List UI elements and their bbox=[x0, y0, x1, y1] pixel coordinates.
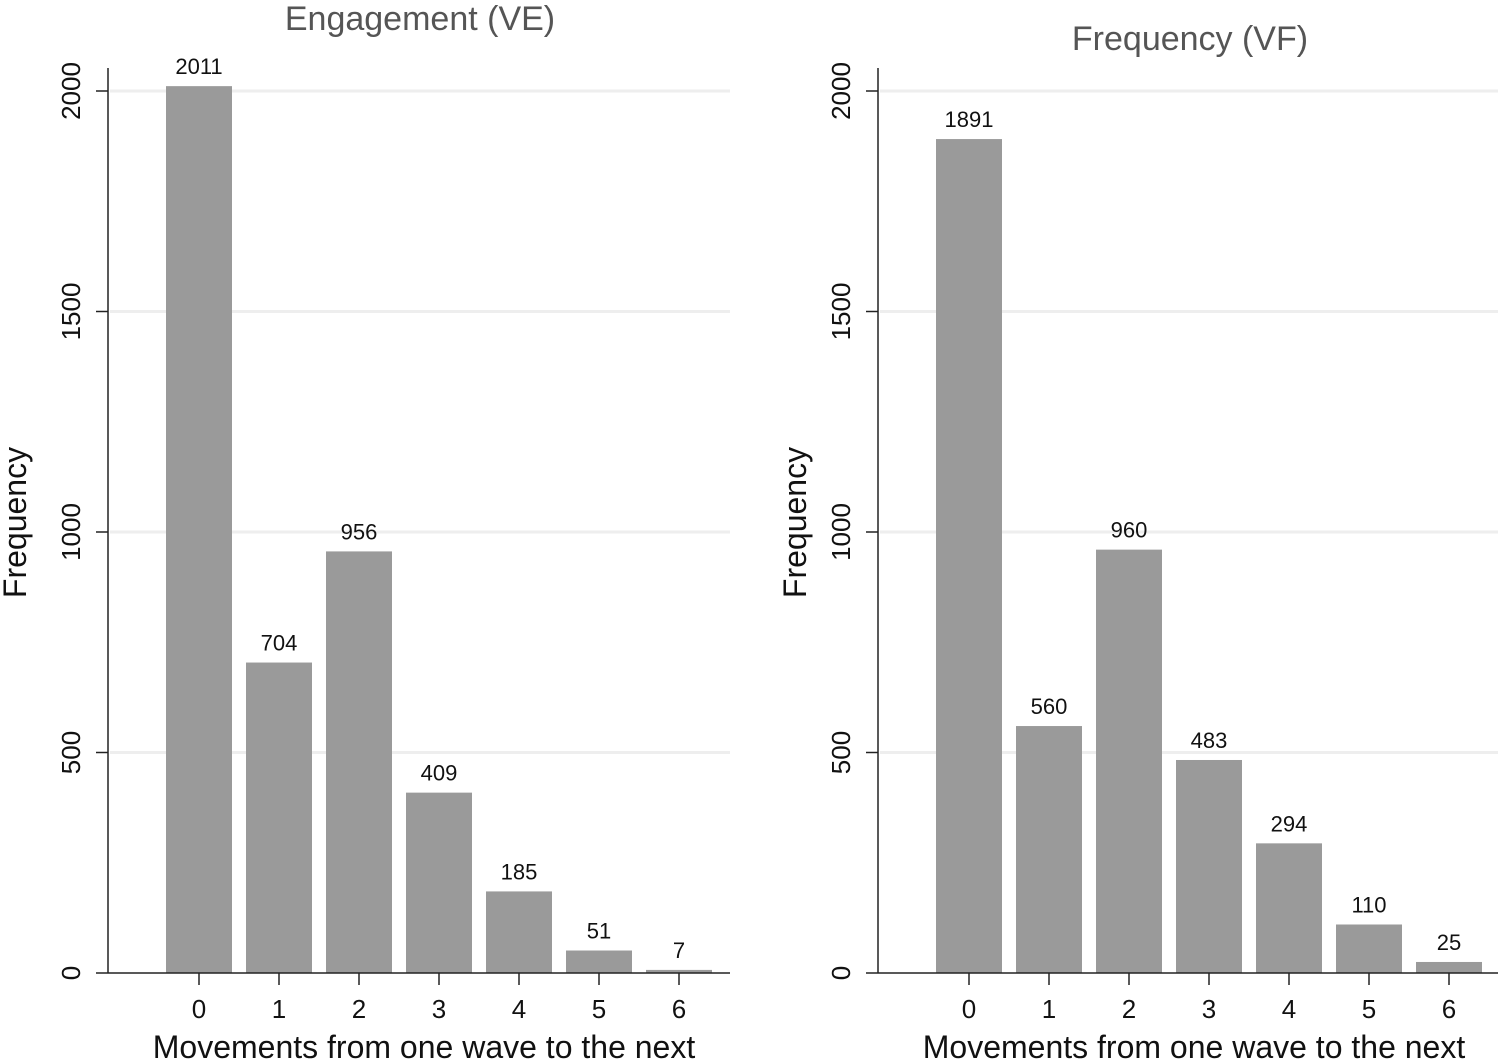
y-tick-label-1000: 1000 bbox=[56, 503, 86, 561]
bar-5 bbox=[566, 950, 632, 973]
data-label-5: 51 bbox=[587, 919, 611, 944]
data-label-0: 2011 bbox=[175, 54, 222, 79]
x-tick-label-4: 4 bbox=[512, 994, 526, 1024]
x-tick-label-6: 6 bbox=[672, 994, 686, 1024]
data-label-6: 25 bbox=[1437, 930, 1461, 955]
bar-1 bbox=[1016, 726, 1082, 973]
bar-2 bbox=[326, 551, 392, 973]
bar-3 bbox=[406, 792, 472, 973]
panel-engagement: 2011 704 956 409 185 51 7 0 500 1000 1500 2000 0 1 2 3 4… bbox=[0, 0, 730, 1064]
bar-0 bbox=[166, 86, 232, 974]
y-tick-label-1500: 1500 bbox=[56, 283, 86, 341]
y-tick-label-500: 500 bbox=[826, 731, 856, 774]
x-tick-label-4: 4 bbox=[1282, 994, 1296, 1024]
x-tick-label-2: 2 bbox=[1122, 994, 1136, 1024]
bar-5 bbox=[1336, 924, 1402, 973]
x-axis-label: Movements from one wave to the next bbox=[153, 1029, 696, 1064]
chart-title: Engagement (VE) bbox=[285, 0, 555, 38]
bar-4 bbox=[1256, 843, 1322, 973]
data-label-1: 704 bbox=[261, 631, 298, 656]
y-tick-label-0: 0 bbox=[56, 966, 86, 980]
y-tick-label-2000: 2000 bbox=[826, 62, 856, 120]
data-label-4: 294 bbox=[1271, 811, 1308, 836]
x-tick-label-3: 3 bbox=[1202, 994, 1216, 1024]
x-tick-label-3: 3 bbox=[432, 994, 446, 1024]
y-tick-label-0: 0 bbox=[826, 966, 856, 980]
bar-6 bbox=[1416, 961, 1482, 973]
data-label-2: 960 bbox=[1111, 518, 1148, 543]
bar-2 bbox=[1096, 549, 1162, 973]
y-axis-label: Frequency bbox=[777, 447, 813, 598]
data-label-2: 956 bbox=[341, 519, 378, 544]
x-axis-label: Movements from one wave to the next bbox=[923, 1029, 1466, 1064]
bar-4 bbox=[486, 891, 552, 973]
bar-0 bbox=[936, 139, 1002, 974]
chart-title: Frequency (VF) bbox=[1072, 20, 1308, 58]
data-label-4: 185 bbox=[501, 859, 538, 884]
x-tick-label-0: 0 bbox=[962, 994, 976, 1024]
x-tick-label-5: 5 bbox=[592, 994, 606, 1024]
x-tick-label-0: 0 bbox=[192, 994, 206, 1024]
y-tick-label-1000: 1000 bbox=[826, 503, 856, 561]
data-label-6: 7 bbox=[673, 938, 685, 963]
y-axis-label: Frequency bbox=[0, 447, 33, 598]
bar-6 bbox=[646, 969, 712, 973]
data-label-3: 409 bbox=[421, 761, 458, 786]
x-tick-label-1: 1 bbox=[272, 994, 286, 1024]
x-tick-label-5: 5 bbox=[1362, 994, 1376, 1024]
y-tick-label-500: 500 bbox=[56, 731, 86, 774]
data-label-5: 110 bbox=[1351, 892, 1386, 917]
x-tick-label-6: 6 bbox=[1442, 994, 1456, 1024]
bar-1 bbox=[246, 662, 312, 973]
y-tick-label-1500: 1500 bbox=[826, 283, 856, 341]
data-label-3: 483 bbox=[1191, 728, 1228, 753]
data-label-0: 1891 bbox=[945, 107, 994, 132]
x-tick-label-1: 1 bbox=[1042, 994, 1056, 1024]
x-tick-label-2: 2 bbox=[352, 994, 366, 1024]
y-tick-label-2000: 2000 bbox=[56, 62, 86, 120]
data-label-1: 560 bbox=[1031, 694, 1068, 719]
bar-3 bbox=[1176, 759, 1242, 973]
